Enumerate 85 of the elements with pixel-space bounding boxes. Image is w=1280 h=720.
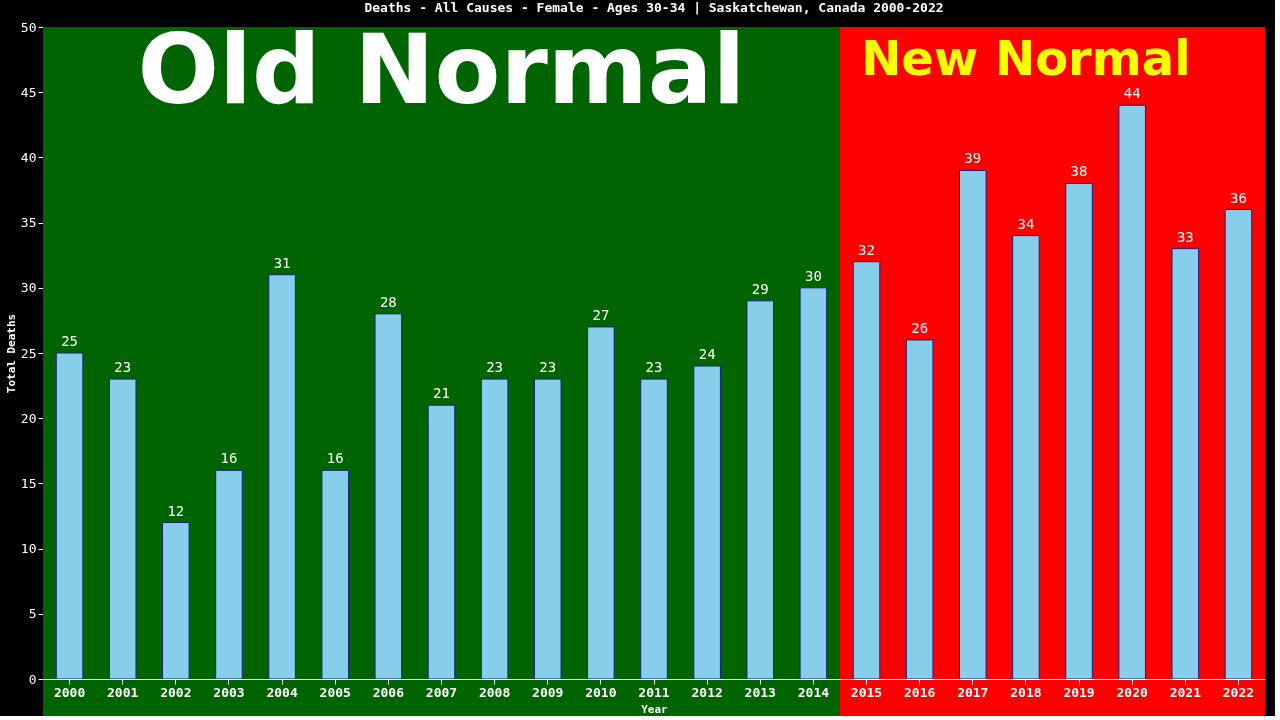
data-label: 33 <box>1176 228 1194 245</box>
x-tick-label: 2016 <box>904 684 936 700</box>
data-label: 39 <box>964 150 982 167</box>
bar <box>959 169 987 680</box>
data-label: 23 <box>645 359 663 376</box>
y-tick-label: 40 <box>20 149 37 165</box>
data-label: 31 <box>273 254 291 271</box>
y-tick-label: 25 <box>20 345 37 361</box>
x-tick-label: 2005 <box>319 684 351 700</box>
x-tick-label: 2006 <box>372 684 405 700</box>
y-tick-label: 50 <box>20 19 37 35</box>
data-label: 38 <box>1070 163 1088 180</box>
data-label: 28 <box>379 293 397 310</box>
data-label: 30 <box>804 267 822 284</box>
bar <box>1065 182 1093 680</box>
y-tick-label: 15 <box>20 475 37 491</box>
bar <box>321 469 349 680</box>
y-tick-label: 20 <box>20 410 37 426</box>
data-label: 34 <box>1017 215 1035 232</box>
x-tick-label: 2019 <box>1063 684 1095 700</box>
bar <box>480 378 509 680</box>
data-label: 44 <box>1123 85 1141 102</box>
data-label: 16 <box>326 450 344 467</box>
x-tick-label: 2021 <box>1169 684 1202 700</box>
x-tick-label: 2004 <box>266 684 298 700</box>
bar <box>374 313 403 680</box>
x-tick-label: 2000 <box>53 684 86 700</box>
chart-title: Deaths - All Causes - Female - Ages 30-34 | Saskatchewan, Canada 2000-2022 <box>364 0 944 15</box>
x-tick-label: 2012 <box>691 684 723 700</box>
x-tick-label: 2022 <box>1222 684 1255 700</box>
data-label: 21 <box>433 385 450 402</box>
x-tick-label: 2007 <box>425 684 458 700</box>
data-label: 36 <box>1230 189 1247 206</box>
bar <box>1012 235 1040 680</box>
data-label: 23 <box>114 359 132 376</box>
data-label: 24 <box>698 346 716 363</box>
y-tick-label: 5 <box>28 606 37 622</box>
data-label: 25 <box>61 333 78 349</box>
x-tick-label: 2015 <box>850 684 883 700</box>
data-label: 26 <box>911 319 929 336</box>
x-axis-title: Year <box>641 702 669 716</box>
bar <box>55 352 84 680</box>
data-label: 27 <box>592 306 610 323</box>
bar <box>1118 104 1146 680</box>
y-axis-title: Total Deaths <box>4 313 18 394</box>
bar <box>268 274 296 680</box>
bar <box>1171 248 1200 680</box>
x-tick-label: 2011 <box>638 684 670 700</box>
x-tick-label: 2013 <box>744 684 776 700</box>
band-label: New Normal <box>861 30 1191 86</box>
bar <box>162 522 190 680</box>
bar <box>1224 209 1253 680</box>
x-tick-label: 2002 <box>160 684 192 700</box>
data-label: 32 <box>858 241 875 258</box>
bar <box>640 378 668 680</box>
bar <box>587 326 615 680</box>
bar <box>427 404 456 680</box>
x-tick-label: 2017 <box>957 684 989 700</box>
bar <box>108 378 137 680</box>
y-tick-label: 0 <box>28 671 37 687</box>
data-label: 16 <box>220 450 238 467</box>
bar <box>905 339 934 680</box>
bar <box>693 365 721 680</box>
bar <box>215 469 243 680</box>
x-tick-label: 2014 <box>797 684 830 700</box>
x-tick-label: 2003 <box>213 684 245 700</box>
x-tick-label: 2001 <box>107 684 139 700</box>
bar <box>746 300 775 680</box>
x-tick-label: 2020 <box>1116 684 1148 700</box>
bar <box>852 261 881 680</box>
y-tick-label: 10 <box>20 541 37 557</box>
data-label: 23 <box>539 359 557 376</box>
x-tick-label: 2008 <box>478 684 511 700</box>
y-tick-label: 30 <box>20 280 37 296</box>
data-label: 29 <box>751 280 769 297</box>
data-label: 12 <box>167 502 185 519</box>
bar <box>533 378 562 680</box>
bar <box>799 287 828 680</box>
x-tick-label: 2009 <box>532 684 564 700</box>
data-label: 23 <box>486 359 504 376</box>
band-label: Old Normal <box>137 14 746 126</box>
y-tick-label: 45 <box>20 84 37 100</box>
x-tick-label: 2010 <box>585 684 617 700</box>
x-tick-label: 2018 <box>1010 684 1042 700</box>
y-tick-label: 35 <box>20 215 37 231</box>
